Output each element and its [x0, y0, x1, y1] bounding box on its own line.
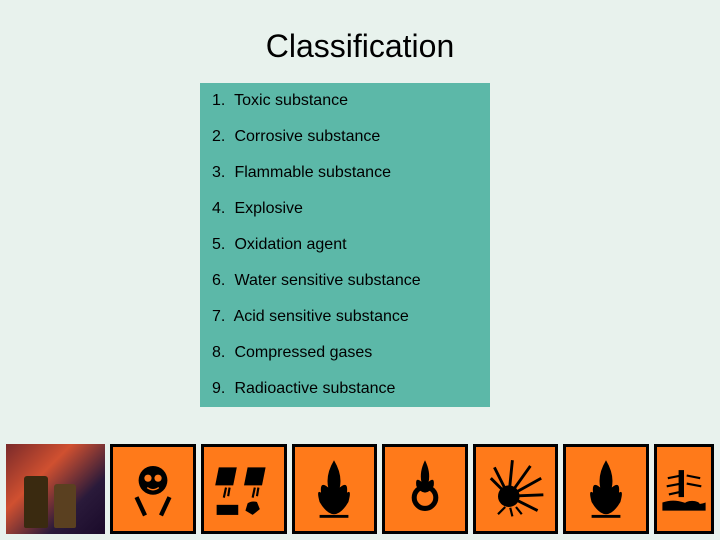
list-item: 5. Oxidation agent — [200, 227, 490, 263]
toxic-icon — [110, 444, 196, 534]
list-item: 7. Acid sensitive substance — [200, 299, 490, 335]
corrosive-icon — [201, 444, 287, 534]
classification-list: 1. Toxic substance 2. Corrosive substanc… — [200, 83, 490, 407]
list-item: 8. Compressed gases — [200, 335, 490, 371]
list-item: 4. Explosive — [200, 191, 490, 227]
oxidizer-icon — [382, 444, 468, 534]
list-item: 6. Water sensitive substance — [200, 263, 490, 299]
page-title: Classification — [0, 0, 720, 83]
list-item: 9. Radioactive substance — [200, 371, 490, 407]
list-item: 3. Flammable substance — [200, 155, 490, 191]
flammable-icon — [292, 444, 378, 534]
chemical-bottles-image — [6, 444, 105, 534]
flammable2-icon — [563, 444, 649, 534]
list-item: 1. Toxic substance — [200, 83, 490, 119]
hazard-icon-row — [6, 444, 714, 534]
explosive-icon — [473, 444, 559, 534]
list-item: 2. Corrosive substance — [200, 119, 490, 155]
environment-icon — [654, 444, 714, 534]
